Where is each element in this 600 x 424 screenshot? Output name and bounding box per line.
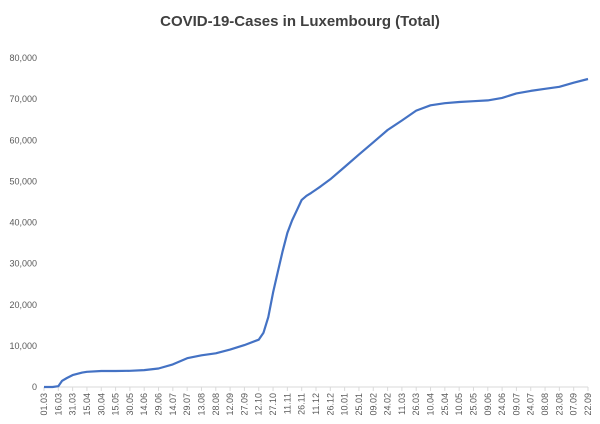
x-tick-label: 12.09 [225,393,235,416]
x-tick-label: 22.09 [583,393,593,416]
chart-title: COVID-19-Cases in Luxembourg (Total) [160,13,440,30]
x-tick-label: 15.04 [82,393,92,416]
x-tick-label: 27.10 [268,393,278,416]
x-tick-label: 26.12 [325,393,335,416]
x-tick-label: 10.05 [454,393,464,416]
x-tick-label: 26.11 [297,393,307,415]
y-tick-label: 70,000 [9,94,37,104]
x-tick-label: 24.06 [497,393,507,416]
x-axis-ticks: 01.03 16.03 31.03 15.04 30.04 15.05 30.05 14.06… [39,393,593,416]
y-tick-label: 50,000 [9,176,37,186]
x-tick-label: 15.05 [111,393,121,416]
y-tick-label: 30,000 [9,259,37,269]
x-tick-label: 01.03 [39,393,49,416]
y-tick-label: 10,000 [9,341,37,351]
x-tick-label: 09.07 [511,393,521,416]
x-tick-label: 16.03 [53,393,63,416]
x-tick-label: 30.05 [125,393,135,416]
x-tick-label: 10.01 [340,393,350,416]
y-tick-label: 60,000 [9,135,37,145]
x-tick-label: 26.03 [411,393,421,416]
y-tick-label: 20,000 [9,300,37,310]
x-tick-label: 25.05 [468,393,478,416]
x-tick-label: 11.11 [282,393,292,414]
x-tick-label: 08.08 [540,393,550,416]
series-group [44,77,589,389]
x-tick-label: 23.08 [554,393,564,416]
x-tick-label: 09.06 [483,393,493,416]
x-tick-label: 11.03 [397,393,407,415]
x-tick-label: 24.07 [526,393,536,416]
series-line [44,77,589,389]
y-tick-label: 40,000 [9,218,37,228]
x-tick-label: 30.04 [96,393,106,416]
x-tick-label: 12.10 [254,393,264,416]
x-tick-label: 25.01 [354,393,364,416]
x-tick-label: 07.09 [569,393,579,416]
x-tick-label: 14.06 [139,393,149,416]
x-tick-label: 29.06 [154,393,164,416]
x-tick-label: 27.09 [239,393,249,416]
x-tick-label: 28.08 [211,393,221,416]
x-tick-label: 31.03 [68,393,78,416]
x-tick-label: 09.02 [368,393,378,416]
x-tick-label: 29.07 [182,393,192,416]
x-tick-label: 10.04 [426,393,436,416]
x-tick-label: 14.07 [168,393,178,416]
y-axis-ticks: 0 10,000 20,000 30,000 40,000 50,000 60,000 70,… [9,53,37,392]
y-tick-label: 0 [32,382,37,392]
y-tick-label: 80,000 [9,53,37,63]
x-tick-label: 25.04 [440,393,450,416]
x-tick-label: 13.08 [196,393,206,416]
x-axis [43,386,589,391]
x-tick-label: 11.12 [311,393,321,415]
x-tick-label: 24.02 [383,393,393,416]
